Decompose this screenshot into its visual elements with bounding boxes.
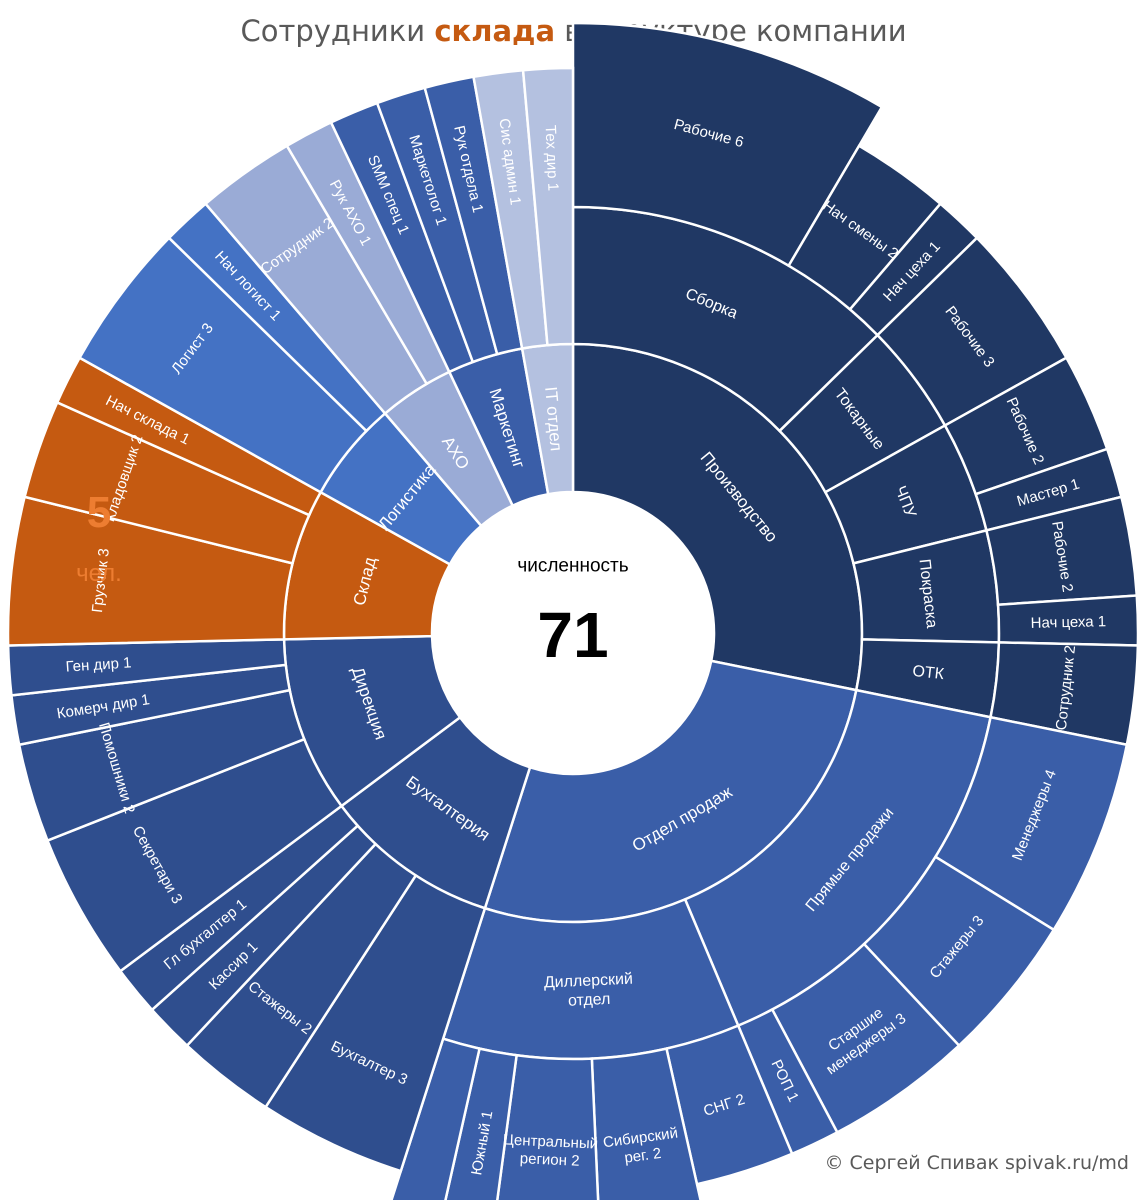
label-тех-дир-1-53: Тех дир 1 — [542, 125, 562, 192]
segment-тех-дир-1-53 — [521, 66, 575, 347]
label-line: Нач цеха 1 — [1030, 613, 1106, 632]
warehouse-count: 5 — [86, 488, 112, 537]
label-грузчик-3-38: Грузчик 3 — [88, 547, 112, 613]
label-line: отдел — [568, 990, 611, 1009]
label-line: Ген дир 1 — [65, 654, 132, 675]
title-highlight: склада — [434, 14, 556, 48]
label-line: ОТК — [912, 662, 946, 682]
label-line: Центральный — [503, 1131, 599, 1152]
label-отк-13: ОТК — [912, 662, 946, 682]
label-диллерский-отдел-21: Диллерскийотдел — [543, 970, 634, 1010]
label-line: Тех дир 1 — [542, 125, 562, 192]
label-нач-цеха-1-12: Нач цеха 1 — [1030, 613, 1106, 632]
sunburst-rings — [6, 21, 1140, 1200]
label-line: Грузчик 3 — [88, 547, 112, 613]
title-before: Сотрудники — [240, 14, 435, 48]
label-line: регион 2 — [520, 1150, 580, 1170]
center-label: численность — [517, 556, 628, 577]
center-total: 71 — [537, 599, 608, 671]
label-line: рег. 2 — [623, 1144, 662, 1166]
label-ген-дир-1-36: Ген дир 1 — [65, 654, 132, 675]
warehouse-count-unit: чел. — [76, 560, 122, 587]
center-hole — [433, 493, 713, 773]
label-центральный-регион-2-24: Центральныйрегион 2 — [502, 1131, 599, 1170]
segment-рабочие-6-2 — [571, 21, 884, 268]
label-line: Диллерский — [543, 970, 633, 991]
copyright: © Сергей Спивак spivak.ru/md — [824, 1152, 1129, 1174]
